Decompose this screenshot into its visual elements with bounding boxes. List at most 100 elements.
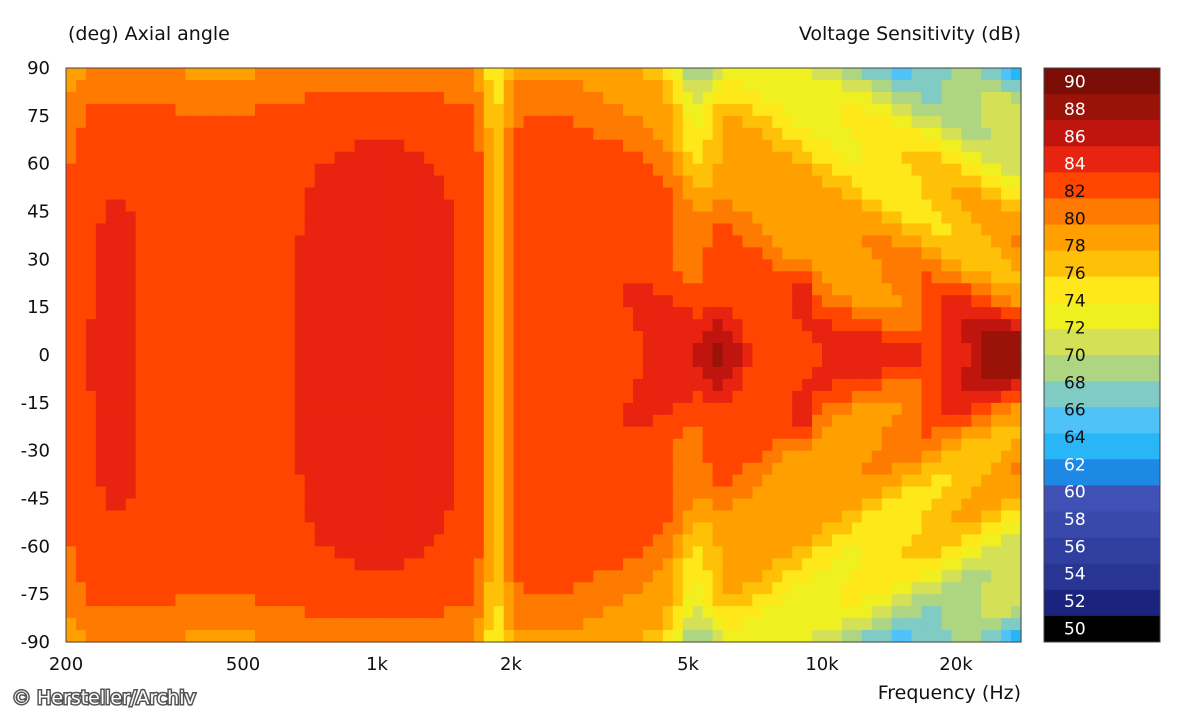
heat-cell xyxy=(314,331,326,344)
heat-cell xyxy=(941,91,952,105)
heat-cell xyxy=(662,91,674,105)
heat-cell xyxy=(682,295,694,308)
heat-cell xyxy=(841,307,853,320)
heat-cell xyxy=(931,163,943,177)
heat-cell xyxy=(951,570,962,583)
heat-cell xyxy=(573,91,584,105)
heat-cell xyxy=(981,366,992,380)
heat-cell xyxy=(294,510,306,524)
heat-cell xyxy=(175,606,186,619)
heat-cell xyxy=(304,307,316,320)
heat-cell xyxy=(981,115,992,129)
heat-cell xyxy=(95,259,107,272)
heat-cell xyxy=(135,534,147,547)
heat-cell xyxy=(364,474,375,488)
heat-cell xyxy=(215,307,226,320)
heat-cell xyxy=(812,378,823,392)
heat-cell xyxy=(394,510,405,524)
heat-cell xyxy=(623,378,634,392)
heat-cell xyxy=(165,163,177,177)
heat-cell xyxy=(642,402,654,416)
heat-cell xyxy=(593,163,604,177)
heat-cell xyxy=(891,115,903,129)
heat-cell xyxy=(732,450,744,464)
heat-cell xyxy=(374,307,385,320)
heat-cell xyxy=(75,223,87,237)
heat-cell xyxy=(105,211,117,225)
heat-cell xyxy=(822,630,833,643)
heat-cell xyxy=(652,426,664,440)
heat-cell xyxy=(165,510,177,524)
heat-cell xyxy=(404,630,415,643)
heat-cell xyxy=(334,163,346,177)
heat-cell xyxy=(334,283,346,296)
heat-cell xyxy=(921,319,933,332)
heat-cell xyxy=(354,558,366,571)
heat-cell xyxy=(1001,103,1012,117)
heat-cell xyxy=(264,199,276,213)
heat-cell xyxy=(593,378,604,392)
heat-cell xyxy=(812,618,823,631)
heat-cell xyxy=(672,91,684,105)
heat-cell xyxy=(633,68,644,81)
heat-cell xyxy=(941,414,952,428)
heat-cell xyxy=(692,211,704,225)
heat-cell xyxy=(702,402,714,416)
heat-cell xyxy=(294,271,306,284)
heat-cell xyxy=(125,486,137,500)
heat-cell xyxy=(354,426,366,440)
heat-cell xyxy=(752,331,763,344)
heat-cell xyxy=(911,223,923,237)
heat-cell xyxy=(732,618,744,631)
heat-cell xyxy=(563,366,574,380)
heat-cell xyxy=(75,259,87,272)
heat-cell xyxy=(473,462,485,476)
heat-cell xyxy=(175,319,186,332)
heat-cell xyxy=(384,223,395,237)
heat-cell xyxy=(732,414,744,428)
heat-cell xyxy=(245,127,256,141)
heat-cell xyxy=(155,474,167,488)
heat-cell xyxy=(642,570,654,583)
heat-cell xyxy=(951,283,962,296)
heat-cell xyxy=(851,618,863,631)
heat-cell xyxy=(752,91,763,105)
heat-cell xyxy=(245,259,256,272)
heat-cell xyxy=(1001,79,1012,93)
heat-cell xyxy=(533,570,545,583)
heat-cell xyxy=(314,175,326,189)
heat-cell xyxy=(881,79,893,93)
heat-cell xyxy=(682,498,694,512)
heat-cell xyxy=(334,115,346,129)
heat-cell xyxy=(901,522,913,535)
heat-cell xyxy=(155,139,167,153)
heat-cell xyxy=(762,570,773,583)
heat-cell xyxy=(921,259,933,272)
heat-cell xyxy=(274,79,286,93)
heat-cell xyxy=(762,402,773,416)
heat-cell xyxy=(75,319,87,332)
heat-cell xyxy=(991,271,1002,284)
heat-cell xyxy=(424,139,435,153)
heat-cell xyxy=(802,570,813,583)
heat-cell xyxy=(702,558,714,571)
heat-cell xyxy=(652,235,664,248)
heat-cell xyxy=(304,139,316,153)
heat-cell xyxy=(583,91,594,105)
heat-cell xyxy=(971,211,982,225)
heat-cell xyxy=(404,462,415,476)
heat-cell xyxy=(105,630,117,643)
heat-cell xyxy=(125,343,137,356)
heat-cell xyxy=(493,366,505,380)
heat-cell xyxy=(991,211,1002,225)
heat-cell xyxy=(205,522,216,535)
heat-cell xyxy=(374,510,385,524)
heat-cell xyxy=(483,247,495,260)
heat-cell xyxy=(115,319,127,332)
heat-cell xyxy=(66,390,77,404)
heat-cell xyxy=(374,127,385,141)
heat-cell xyxy=(573,79,584,93)
heat-cell xyxy=(503,630,515,643)
heat-cell xyxy=(881,594,893,607)
heat-cell xyxy=(85,582,97,595)
